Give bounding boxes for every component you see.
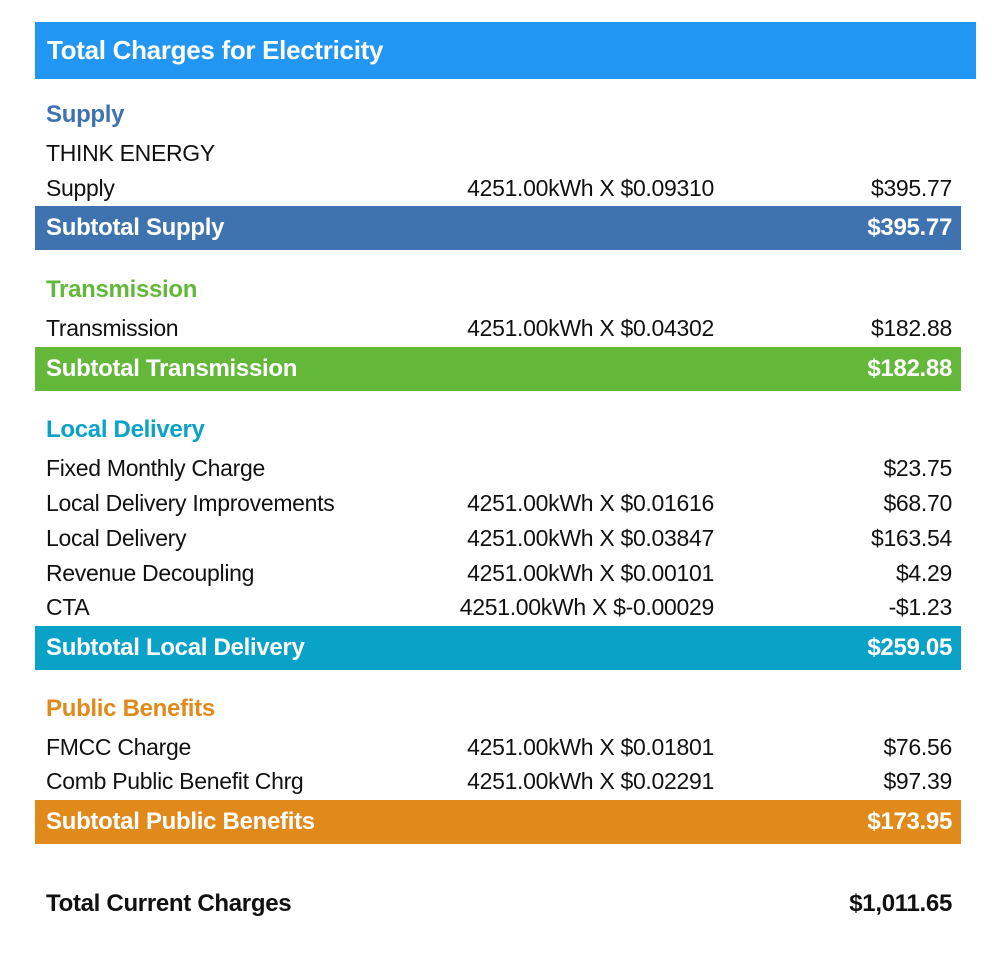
charge-label: Fixed Monthly Charge — [46, 455, 265, 481]
charge-row: Supply 4251.00kWh X $0.09310 $395.77 — [46, 171, 952, 205]
charge-row: Comb Public Benefit Chrg 4251.00kWh X $0… — [46, 764, 952, 798]
subtotal-label: Subtotal Local Delivery — [46, 634, 305, 661]
charge-calculation: 4251.00kWh X $0.00101 — [467, 560, 714, 586]
charge-row: FMCC Charge 4251.00kWh X $0.01801 $76.56 — [46, 730, 952, 764]
charge-calculation: 4251.00kWh X $0.01616 — [467, 490, 714, 516]
charge-calculation: 4251.00kWh X $-0.00029 — [459, 594, 715, 620]
subtotal-amount: $173.95 — [867, 808, 952, 835]
local-delivery-section-title: Local Delivery — [46, 416, 205, 443]
charge-amount: $97.39 — [883, 768, 952, 794]
charge-label: Transmission — [46, 315, 179, 341]
subtotal-label: Subtotal Supply — [46, 214, 225, 241]
subtotal-amount: $259.05 — [867, 634, 952, 661]
charge-amount: $4.29 — [895, 560, 952, 586]
charge-label: Local Delivery — [46, 525, 187, 551]
charge-amount: $163.54 — [870, 525, 952, 551]
subtotal-public-benefits-bar: Subtotal Public Benefits $173.95 — [35, 800, 961, 844]
subtotal-amount: $395.77 — [867, 214, 952, 241]
charge-calculation: 4251.00kWh X $0.09310 — [467, 175, 714, 201]
total-label: Total Current Charges — [46, 890, 292, 917]
supply-section-title: Supply — [46, 101, 125, 128]
charge-amount: $395.77 — [870, 175, 952, 201]
charge-row: Local Delivery Improvements 4251.00kWh X… — [46, 486, 952, 520]
charge-row: Fixed Monthly Charge $23.75 — [46, 451, 952, 485]
charge-row: Transmission 4251.00kWh X $0.04302 $182.… — [46, 311, 952, 345]
charge-label: FMCC Charge — [46, 734, 191, 760]
charge-row: Revenue Decoupling 4251.00kWh X $0.00101… — [46, 556, 952, 590]
charge-amount: $68.70 — [883, 490, 952, 516]
charge-label: Local Delivery Improvements — [46, 490, 335, 516]
provider-name: THINK ENERGY — [46, 140, 215, 166]
public-benefits-section-title: Public Benefits — [46, 695, 215, 722]
page-title: Total Charges for Electricity — [35, 22, 976, 79]
charge-label: Revenue Decoupling — [46, 560, 255, 586]
charge-row: CTA 4251.00kWh X $-0.00029 -$1.23 — [46, 590, 952, 624]
transmission-section-title: Transmission — [46, 276, 198, 303]
subtotal-label: Subtotal Public Benefits — [46, 808, 315, 835]
charge-amount: -$1.23 — [888, 594, 953, 620]
charge-label: Supply — [46, 175, 115, 201]
charge-amount: $182.88 — [870, 315, 952, 341]
charge-amount: $76.56 — [883, 734, 952, 760]
charge-label: Comb Public Benefit Chrg — [46, 768, 304, 794]
charge-amount: $23.75 — [883, 455, 952, 481]
subtotal-supply-bar: Subtotal Supply $395.77 — [35, 206, 961, 250]
total-current-charges: Total Current Charges $1,011.65 — [46, 886, 952, 922]
total-amount: $1,011.65 — [849, 890, 952, 917]
supply-provider: THINK ENERGY — [46, 136, 952, 170]
subtotal-local-delivery-bar: Subtotal Local Delivery $259.05 — [35, 626, 961, 670]
charge-calculation: 4251.00kWh X $0.04302 — [467, 315, 714, 341]
subtotal-amount: $182.88 — [867, 355, 952, 382]
charge-calculation: 4251.00kWh X $0.02291 — [467, 768, 714, 794]
charge-calculation: 4251.00kWh X $0.01801 — [467, 734, 714, 760]
charge-label: CTA — [46, 594, 90, 620]
subtotal-label: Subtotal Transmission — [46, 355, 298, 382]
charge-row: Local Delivery 4251.00kWh X $0.03847 $16… — [46, 521, 952, 555]
subtotal-transmission-bar: Subtotal Transmission $182.88 — [35, 347, 961, 391]
charge-calculation: 4251.00kWh X $0.03847 — [467, 525, 714, 551]
